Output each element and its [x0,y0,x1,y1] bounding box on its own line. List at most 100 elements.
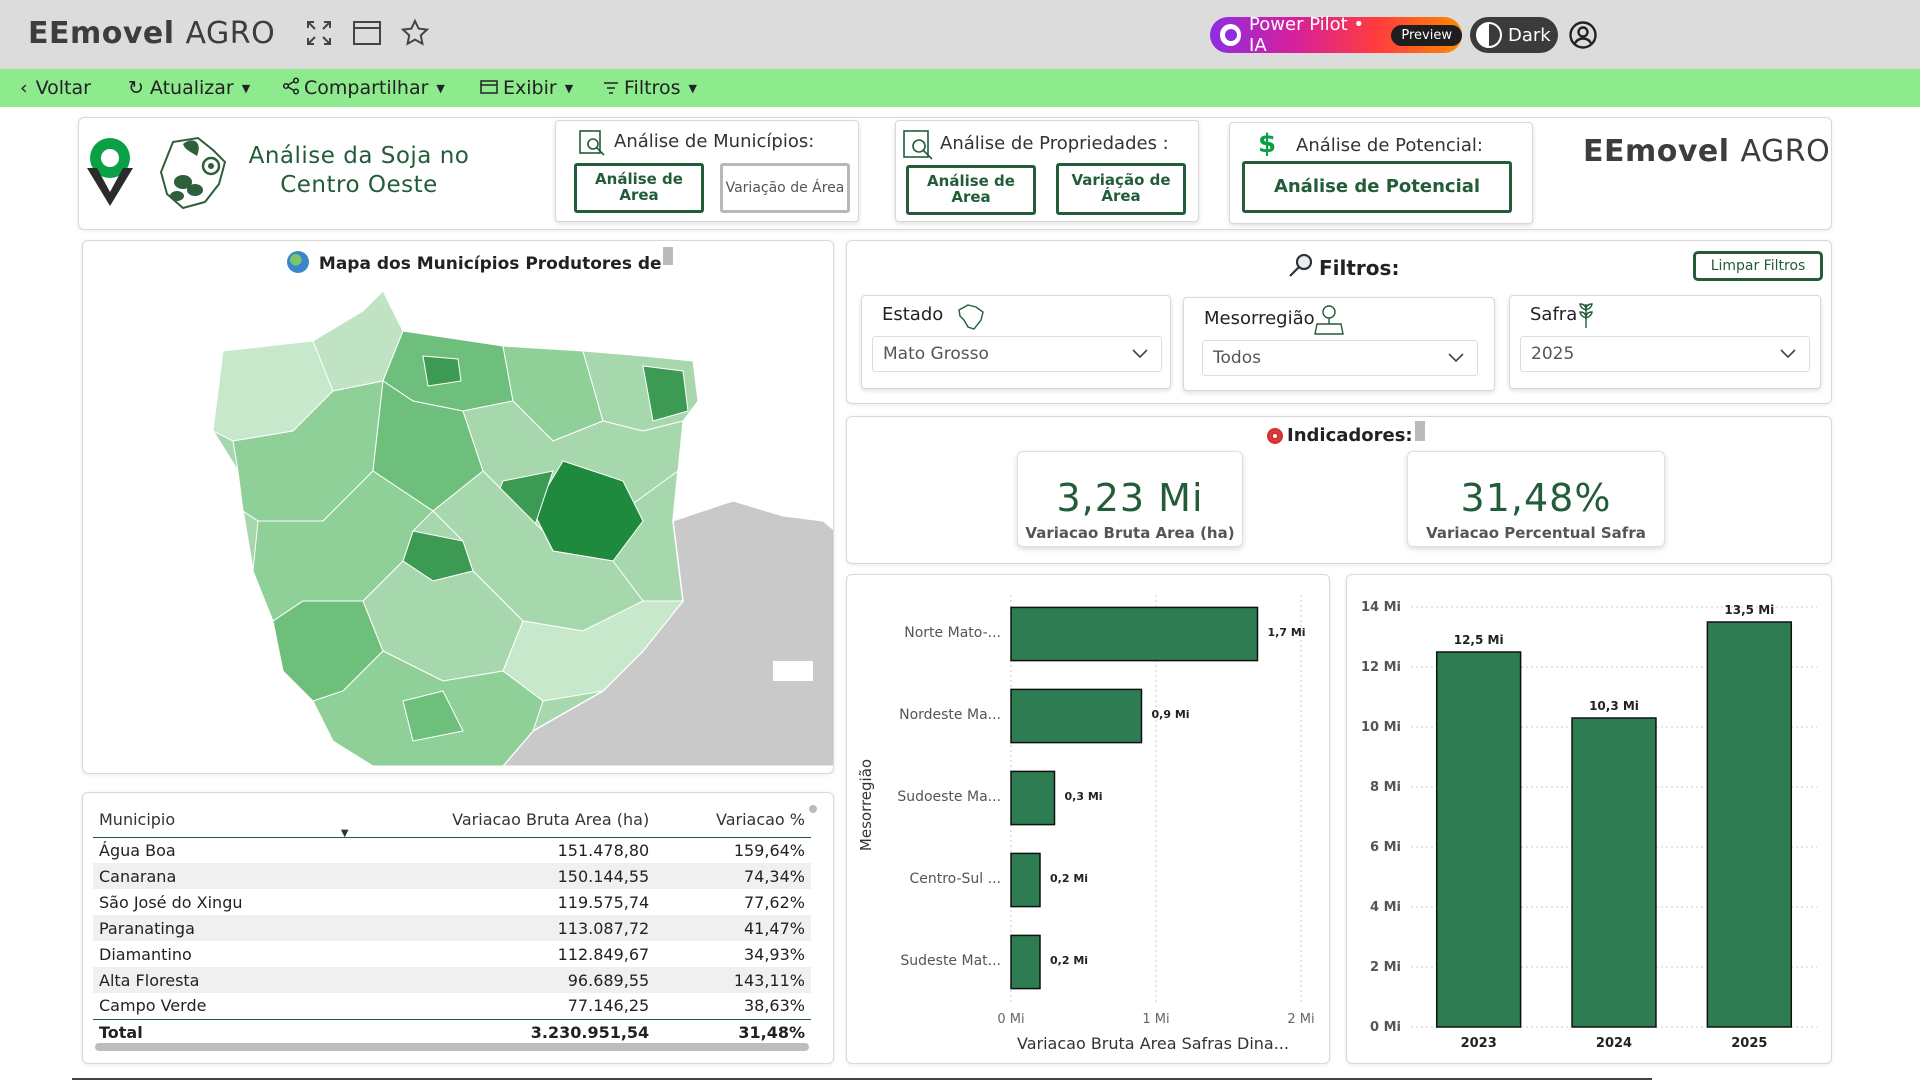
kpi-variacao-percentual-value: 31,48% [1460,476,1612,520]
cell: 34,93% [743,944,805,964]
table-row[interactable]: Alta Floresta 96.689,55 143,11% [93,967,811,993]
back-button[interactable]: ‹ Voltar [20,69,91,107]
col-header-variacao-bruta-label: Variacao Bruta Area (ha) [452,810,650,830]
table-row[interactable]: Água Boa 151.478,80 159,64% [93,837,811,863]
share-button[interactable]: Compartilhar ▼ [282,69,445,107]
y-tick-label: 4 Mi [1370,900,1401,915]
cell: 38,63% [743,996,805,1016]
bar[interactable] [1010,934,1041,990]
filters-title-row: Filtros: [1287,251,1399,284]
potencial-title: Análise de Potencial: [1296,135,1483,156]
bar[interactable] [1435,651,1522,1028]
safra-value: 2025 [1531,344,1575,364]
x-tick-label: 2024 [1596,1036,1632,1051]
table-row[interactable]: Campo Verde 77.146,25 38,63% [93,993,811,1019]
window-icon[interactable] [350,16,384,50]
target-icon [1267,427,1283,444]
col-header-variacao-pct[interactable]: Variacao % [655,803,811,838]
indicators-panel: Indicadores: 3,23 Mi Variacao Bruta Area… [846,416,1832,564]
kpi-variacao-percentual: 31,48% Variacao Percentual Safra [1407,451,1665,547]
municipios-card: Análise de Municípios: Análise de Area V… [555,120,859,222]
propriedades-title: Análise de Propriedades : [940,133,1169,154]
bar[interactable] [1010,770,1056,826]
scroll-indicator [1415,421,1425,441]
y-axis-title: Mesorregião [857,759,875,851]
star-icon[interactable] [398,16,432,50]
user-avatar-icon[interactable] [1568,20,1598,50]
category-label: Centro-Sul ... [909,871,1001,887]
bar[interactable] [1010,688,1143,744]
category-label: Nordeste Ma... [899,707,1001,723]
bar[interactable] [1010,852,1041,908]
map-panel: Mapa dos Municípios Produtores de [82,240,834,774]
filter-icon [604,77,618,99]
view-button[interactable]: Exibir ▼ [480,69,573,107]
safra-bar-chart[interactable]: 0 Mi 2 Mi 4 Mi 6 Mi 8 Mi 10 Mi 12 Mi 14 Mi 12,5 … [1347,575,1833,1065]
bar[interactable] [1706,621,1793,1028]
power-pilot-button[interactable]: Power Pilot • IA Preview [1210,14,1462,56]
table-row[interactable]: Canarana 150.144,55 74,34% [93,863,811,889]
municipios-variation-button[interactable]: Variação de Área [720,163,850,213]
dark-mode-toggle[interactable]: Dark [1470,17,1558,53]
brand-logo: EEmovel AGRO [1583,134,1830,169]
municipalities-map[interactable] [83,271,834,771]
cell: 143,11% [655,967,811,993]
cell: 77,62% [743,892,805,912]
propriedades-variation-button[interactable]: Variação de Área [1056,163,1186,215]
fullscreen-icon[interactable] [302,16,336,50]
x-tick-label: 2 Mi [1287,1012,1314,1027]
top-bar: EEmovel AGRO Power Pilot • IA Preview Da… [0,0,1920,69]
report-title: Análise da Soja no Centro Oeste [239,142,479,200]
cell: 112.849,67 [557,944,650,964]
table-row[interactable]: Paranatinga 113.087,72 41,47% [93,915,811,941]
kpi-variacao-bruta-label: Variacao Bruta Area (ha) [1025,524,1235,542]
col-header-variacao-bruta[interactable]: Variacao Bruta Area (ha) ▼ [332,803,656,839]
horizontal-scrollbar[interactable] [95,1043,809,1051]
propriedades-area-button[interactable]: Análise de Area [906,165,1036,215]
mesorregiao-label: Mesorregião [1204,308,1315,329]
soy-map-icon [153,132,237,214]
x-tick-label: 2025 [1731,1036,1767,1051]
potencial-button[interactable]: Análise de Potencial [1242,161,1512,213]
y-tick-label: 12 Mi [1361,660,1401,675]
municipios-area-button[interactable]: Análise de Area [574,163,704,213]
dark-label: Dark [1508,24,1551,46]
caret-down-icon: ▼ [564,81,574,95]
propriedades-card: Análise de Propriedades : Análise de Are… [895,120,1199,222]
dollar-icon: $ [1258,129,1277,159]
scroll-indicator [663,247,673,265]
mesorregiao-select[interactable]: Todos [1202,340,1478,376]
bar[interactable] [1571,717,1657,1028]
filters-menu-button[interactable]: Filtros ▼ [604,69,697,107]
refresh-icon: ↻ [128,77,144,99]
mesorregiao-bar-chart[interactable]: 0 Mi 1 Mi 2 Mi Norte Mato-... 1,7 Mi Nordeste… [847,575,1331,1065]
brazil-map-icon [956,302,986,336]
caret-down-icon: ▼ [436,81,445,95]
indicators-title-row: Indicadores: [1267,425,1413,446]
mesorregiao-value: Todos [1213,348,1261,368]
caret-down-icon: ▼ [241,81,251,95]
table-row[interactable]: Diamantino 112.849,67 34,93% [93,941,811,967]
category-label: Sudeste Mat... [900,953,1001,969]
x-axis-title: Variacao Bruta Area Safras Dina... [1017,1034,1289,1053]
power-pilot-label: Power Pilot • IA [1249,14,1365,56]
estado-select[interactable]: Mato Grosso [872,336,1162,372]
brand-logo-main: EEmovel [1583,134,1730,169]
y-tick-label: 14 Mi [1361,600,1401,615]
data-label: 10,3 Mi [1589,699,1639,713]
map-pin-icon [1314,302,1344,340]
mesorregiao-bar-chart-panel: 0 Mi 1 Mi 2 Mi Norte Mato-... 1,7 Mi Nordeste… [846,574,1330,1064]
clear-filters-button[interactable]: Limpar Filtros [1693,251,1823,281]
bar[interactable] [1010,606,1259,662]
safra-select[interactable]: 2025 [1520,336,1810,372]
share-label: Compartilhar [304,77,429,99]
refresh-button[interactable]: ↻ Atualizar ▼ [128,69,250,107]
data-label: 0,2 Mi [1050,954,1088,967]
safra-filter-card: Safra 2025 [1509,295,1821,389]
globe-icon [287,251,309,273]
estado-label: Estado [882,304,944,325]
filters-label: Filtros [624,77,681,99]
col-header-municipio[interactable]: Municipio [93,803,333,838]
table-row[interactable]: São José do Xingu 119.575,74 77,62% [93,889,811,915]
cell: Canarana [93,863,333,889]
